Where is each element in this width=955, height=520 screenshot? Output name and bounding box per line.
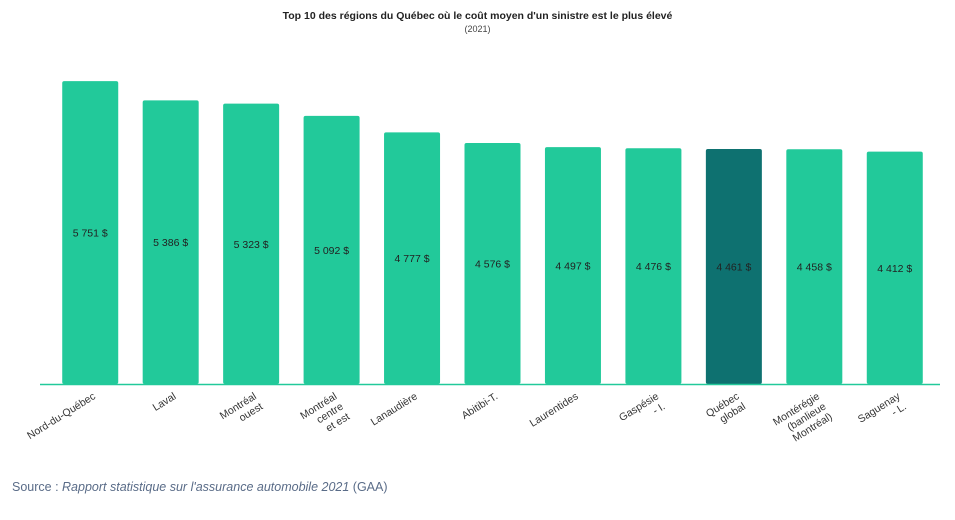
chart-subtitle: (2021) [464, 24, 491, 34]
svg-text:Saguenay- L.: Saguenay- L. [856, 390, 909, 436]
tick-label-3: Montréalcentreet est [298, 390, 352, 442]
svg-text:Québecglobal: Québecglobal [704, 390, 748, 430]
tick-labels-group: Nord-du-Québec Laval Montréalouest Montréal… [25, 390, 909, 448]
source-prefix: Source : [12, 480, 63, 494]
bar-2[interactable] [223, 103, 280, 384]
tick-label-6: Laurentides [528, 390, 581, 429]
value-label-8: 4 461 $ [716, 262, 751, 274]
source-suffix: (GAA) [349, 480, 388, 494]
svg-text:Montréalouest: Montréalouest [218, 390, 265, 432]
bar-4[interactable] [384, 132, 441, 384]
bar-8[interactable] [705, 149, 762, 384]
bar-0[interactable] [62, 81, 119, 384]
svg-text:Abitibi-T.: Abitibi-T. [460, 390, 501, 422]
svg-text:Montérégie(banlieueMontréal): Montérégie(banlieueMontréal) [771, 390, 835, 448]
value-label-1: 5 386 $ [153, 237, 188, 249]
tick-label-10: Saguenay- L. [856, 390, 909, 436]
source-note: Source : Rapport statistique sur l'assur… [12, 480, 388, 494]
value-label-10: 4 412 $ [877, 263, 912, 275]
tick-label-5: Abitibi-T. [460, 390, 501, 422]
value-labels-group: 5 751 $ 5 386 $ 5 323 $ 5 092 $ 4 777 $ 4 576… [73, 228, 913, 275]
value-label-7: 4 476 $ [636, 261, 671, 273]
tick-label-0: Nord-du-Québec [25, 390, 98, 442]
bar-1[interactable] [142, 100, 199, 384]
svg-text:Laurentides: Laurentides [528, 390, 581, 429]
tick-label-9: Montérégie(banlieueMontréal) [771, 390, 835, 448]
bar-6[interactable] [544, 147, 601, 384]
value-label-9: 4 458 $ [797, 262, 832, 274]
svg-text:Gaspésie- I.: Gaspésie- I. [617, 390, 667, 434]
tick-label-2: Montréalouest [218, 390, 265, 432]
tick-label-1: Laval [151, 390, 179, 413]
svg-text:Laval: Laval [151, 390, 179, 413]
svg-text:Nord-du-Québec: Nord-du-Québec [25, 390, 98, 442]
bar-chart: 5 751 $ 5 386 $ 5 323 $ 5 092 $ 4 777 $ 4 576… [25, 81, 940, 448]
tick-label-8: Québecglobal [704, 390, 748, 430]
value-label-6: 4 497 $ [555, 261, 590, 273]
bar-7[interactable] [625, 148, 682, 384]
bar-9[interactable] [786, 149, 843, 384]
svg-text:Montréalcentreet est: Montréalcentreet est [298, 390, 352, 442]
bar-5[interactable] [464, 142, 521, 384]
tick-label-7: Gaspésie- I. [617, 390, 667, 434]
value-label-5: 4 576 $ [475, 258, 510, 270]
value-label-0: 5 751 $ [73, 228, 108, 240]
svg-text:Lanaudière: Lanaudière [369, 390, 420, 428]
bar-10[interactable] [866, 151, 923, 384]
source-title: Rapport statistique sur l'assurance auto… [62, 480, 350, 494]
tick-label-4: Lanaudière [369, 390, 420, 428]
bars-group [62, 81, 923, 384]
chart-title: Top 10 des régions du Québec où le coût … [282, 10, 673, 22]
value-label-2: 5 323 $ [234, 239, 269, 251]
value-label-4: 4 777 $ [395, 253, 430, 265]
value-label-3: 5 092 $ [314, 245, 349, 257]
bar-3[interactable] [303, 115, 360, 384]
